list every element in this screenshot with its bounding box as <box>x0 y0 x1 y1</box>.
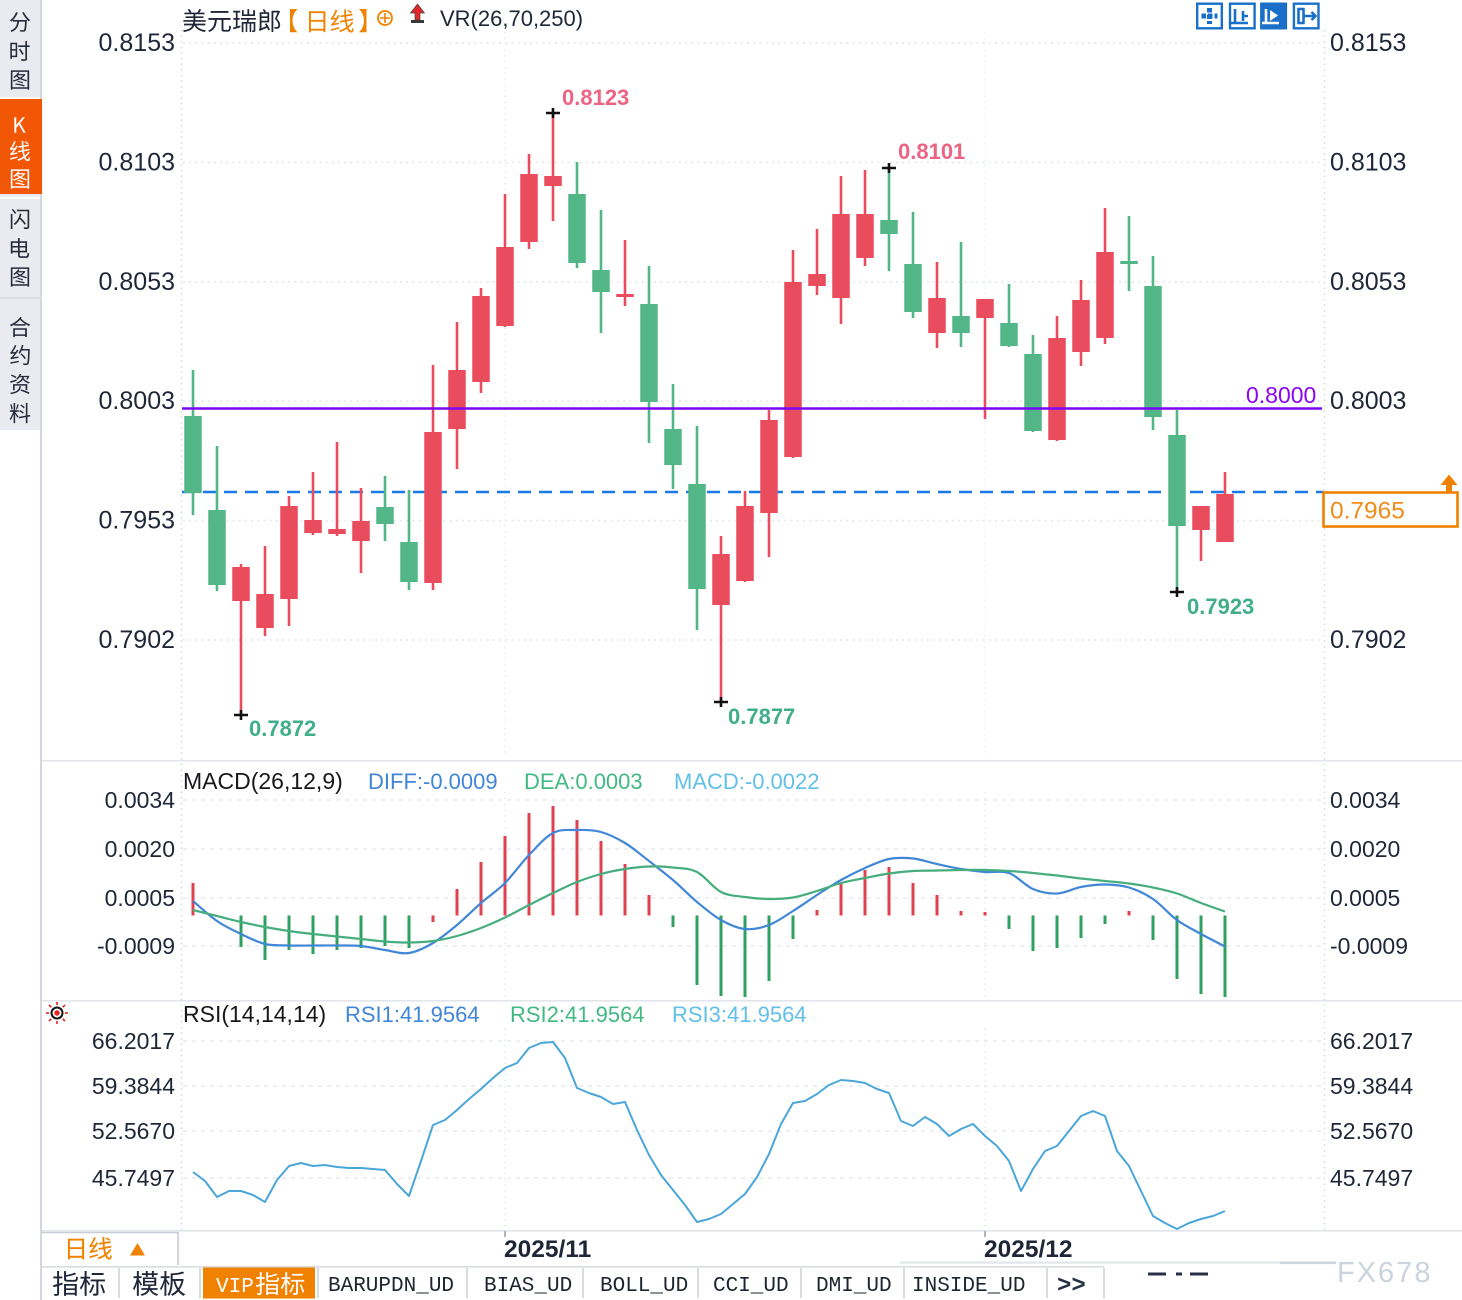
svg-text:0.0020: 0.0020 <box>1330 836 1400 862</box>
svg-text:VIP: VIP <box>216 1276 254 1299</box>
svg-text:0.8103: 0.8103 <box>1330 148 1406 176</box>
svg-text:45.7497: 45.7497 <box>1330 1165 1413 1191</box>
svg-text:0.0020: 0.0020 <box>105 836 175 862</box>
svg-text:BARUPDN_UD: BARUPDN_UD <box>328 1275 454 1298</box>
svg-text:RSI(14,14,14): RSI(14,14,14) <box>183 1001 326 1027</box>
svg-text:0.8103: 0.8103 <box>99 148 175 176</box>
svg-text:0.7902: 0.7902 <box>1330 626 1406 654</box>
svg-text:52.5670: 52.5670 <box>1330 1118 1413 1144</box>
svg-text:-0.0009: -0.0009 <box>1330 933 1408 959</box>
svg-text:INSIDE_UD: INSIDE_UD <box>912 1275 1025 1298</box>
svg-text:RSI1:41.9564: RSI1:41.9564 <box>345 1002 480 1027</box>
svg-text:-0.0009: -0.0009 <box>97 933 175 959</box>
svg-text:0.8003: 0.8003 <box>1330 387 1406 415</box>
svg-text:0.0005: 0.0005 <box>105 885 175 911</box>
svg-text:2025/12: 2025/12 <box>984 1236 1073 1263</box>
svg-text:0.0034: 0.0034 <box>1330 787 1401 813</box>
svg-text:0.0005: 0.0005 <box>1330 885 1400 911</box>
svg-text:RSI2:41.9564: RSI2:41.9564 <box>510 1002 645 1027</box>
svg-text:59.3844: 59.3844 <box>1330 1073 1413 1099</box>
svg-text:2025/11: 2025/11 <box>504 1236 591 1263</box>
svg-text:BIAS_UD: BIAS_UD <box>484 1275 572 1298</box>
svg-text:66.2017: 66.2017 <box>1330 1028 1413 1054</box>
svg-text:59.3844: 59.3844 <box>92 1073 175 1099</box>
svg-text:0.8101: 0.8101 <box>898 139 965 164</box>
svg-text:0.7902: 0.7902 <box>99 626 175 654</box>
svg-text:BOLL_UD: BOLL_UD <box>600 1275 688 1298</box>
svg-text:45.7497: 45.7497 <box>92 1165 175 1191</box>
svg-text:FX678: FX678 <box>1337 1257 1432 1289</box>
svg-text:0.8000: 0.8000 <box>1246 382 1316 408</box>
svg-text:0.7877: 0.7877 <box>728 704 795 729</box>
svg-text:0.8123: 0.8123 <box>562 85 629 110</box>
svg-text:MACD:-0.0022: MACD:-0.0022 <box>674 769 820 794</box>
svg-text:CCI_UD: CCI_UD <box>713 1275 789 1298</box>
svg-text:0.8053: 0.8053 <box>99 268 175 296</box>
svg-text:RSI3:41.9564: RSI3:41.9564 <box>672 1002 807 1027</box>
svg-text:MACD(26,12,9): MACD(26,12,9) <box>183 768 343 794</box>
svg-text:DEA:0.0003: DEA:0.0003 <box>524 769 643 794</box>
svg-text:0.0034: 0.0034 <box>105 787 176 813</box>
svg-text:52.5670: 52.5670 <box>92 1118 175 1144</box>
svg-text:DMI_UD: DMI_UD <box>816 1275 892 1298</box>
svg-text:DIFF:-0.0009: DIFF:-0.0009 <box>368 769 498 794</box>
svg-text:VR(26,70,250): VR(26,70,250) <box>440 6 583 31</box>
svg-text:0.7923: 0.7923 <box>1187 594 1254 619</box>
svg-text:0.7965: 0.7965 <box>1330 498 1405 525</box>
svg-text:0.8003: 0.8003 <box>99 387 175 415</box>
svg-text:>>: >> <box>1057 1273 1086 1300</box>
svg-text:0.7953: 0.7953 <box>99 507 175 535</box>
svg-text:0.8053: 0.8053 <box>1330 268 1406 296</box>
svg-text:0.8153: 0.8153 <box>99 29 175 57</box>
svg-text:0.8153: 0.8153 <box>1330 29 1406 57</box>
svg-text:66.2017: 66.2017 <box>92 1028 175 1054</box>
svg-text:0.7872: 0.7872 <box>249 716 316 741</box>
